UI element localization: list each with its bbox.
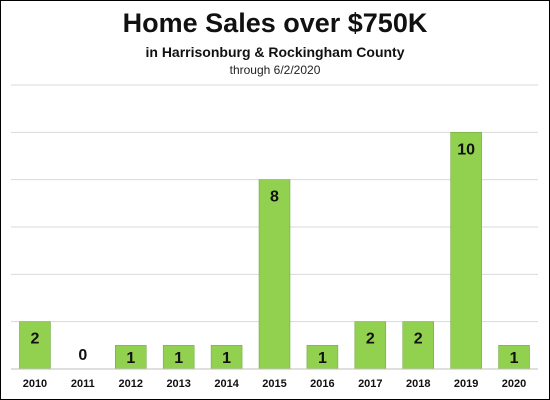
x-tick-labels: 2010 2011 2012 2013 2014 2015 2016 2017 2018 2019… bbox=[23, 378, 527, 390]
data-label-2011: 0 bbox=[78, 347, 87, 364]
x-tick-2019: 2019 bbox=[454, 378, 478, 390]
bar-2015 bbox=[258, 179, 291, 370]
bar-2017 bbox=[354, 321, 387, 370]
data-label-2014: 1 bbox=[222, 350, 231, 367]
bars bbox=[19, 132, 530, 370]
chart-title: Home Sales over $750K bbox=[122, 8, 428, 38]
data-label-2015: 8 bbox=[270, 189, 279, 206]
x-tick-2011: 2011 bbox=[71, 378, 95, 390]
data-label-2019: 10 bbox=[457, 141, 475, 158]
x-tick-2015: 2015 bbox=[262, 378, 286, 390]
data-labels: 2 0 1 1 1 8 1 2 2 10 1 bbox=[31, 141, 519, 367]
x-tick-2020: 2020 bbox=[502, 378, 526, 390]
chart-date-note: through 6/2/2020 bbox=[229, 63, 321, 77]
x-tick-2016: 2016 bbox=[310, 378, 334, 390]
x-tick-2012: 2012 bbox=[119, 378, 143, 390]
x-tick-2017: 2017 bbox=[358, 378, 382, 390]
bar-2019 bbox=[450, 132, 482, 370]
data-label-2016: 1 bbox=[318, 350, 327, 367]
data-label-2018: 2 bbox=[414, 331, 423, 348]
x-tick-2014: 2014 bbox=[214, 378, 239, 390]
bar-2018 bbox=[402, 321, 434, 370]
data-label-2020: 1 bbox=[510, 350, 519, 367]
x-tick-2018: 2018 bbox=[406, 378, 430, 390]
chart-subtitle: in Harrisonburg & Rockingham County bbox=[145, 44, 405, 60]
data-label-2010: 2 bbox=[31, 331, 40, 348]
x-tick-2010: 2010 bbox=[23, 378, 47, 390]
data-label-2017: 2 bbox=[366, 331, 375, 348]
data-label-2013: 1 bbox=[174, 350, 183, 367]
x-tick-2013: 2013 bbox=[166, 378, 190, 390]
bar-2010 bbox=[19, 321, 51, 370]
data-label-2012: 1 bbox=[126, 350, 135, 367]
